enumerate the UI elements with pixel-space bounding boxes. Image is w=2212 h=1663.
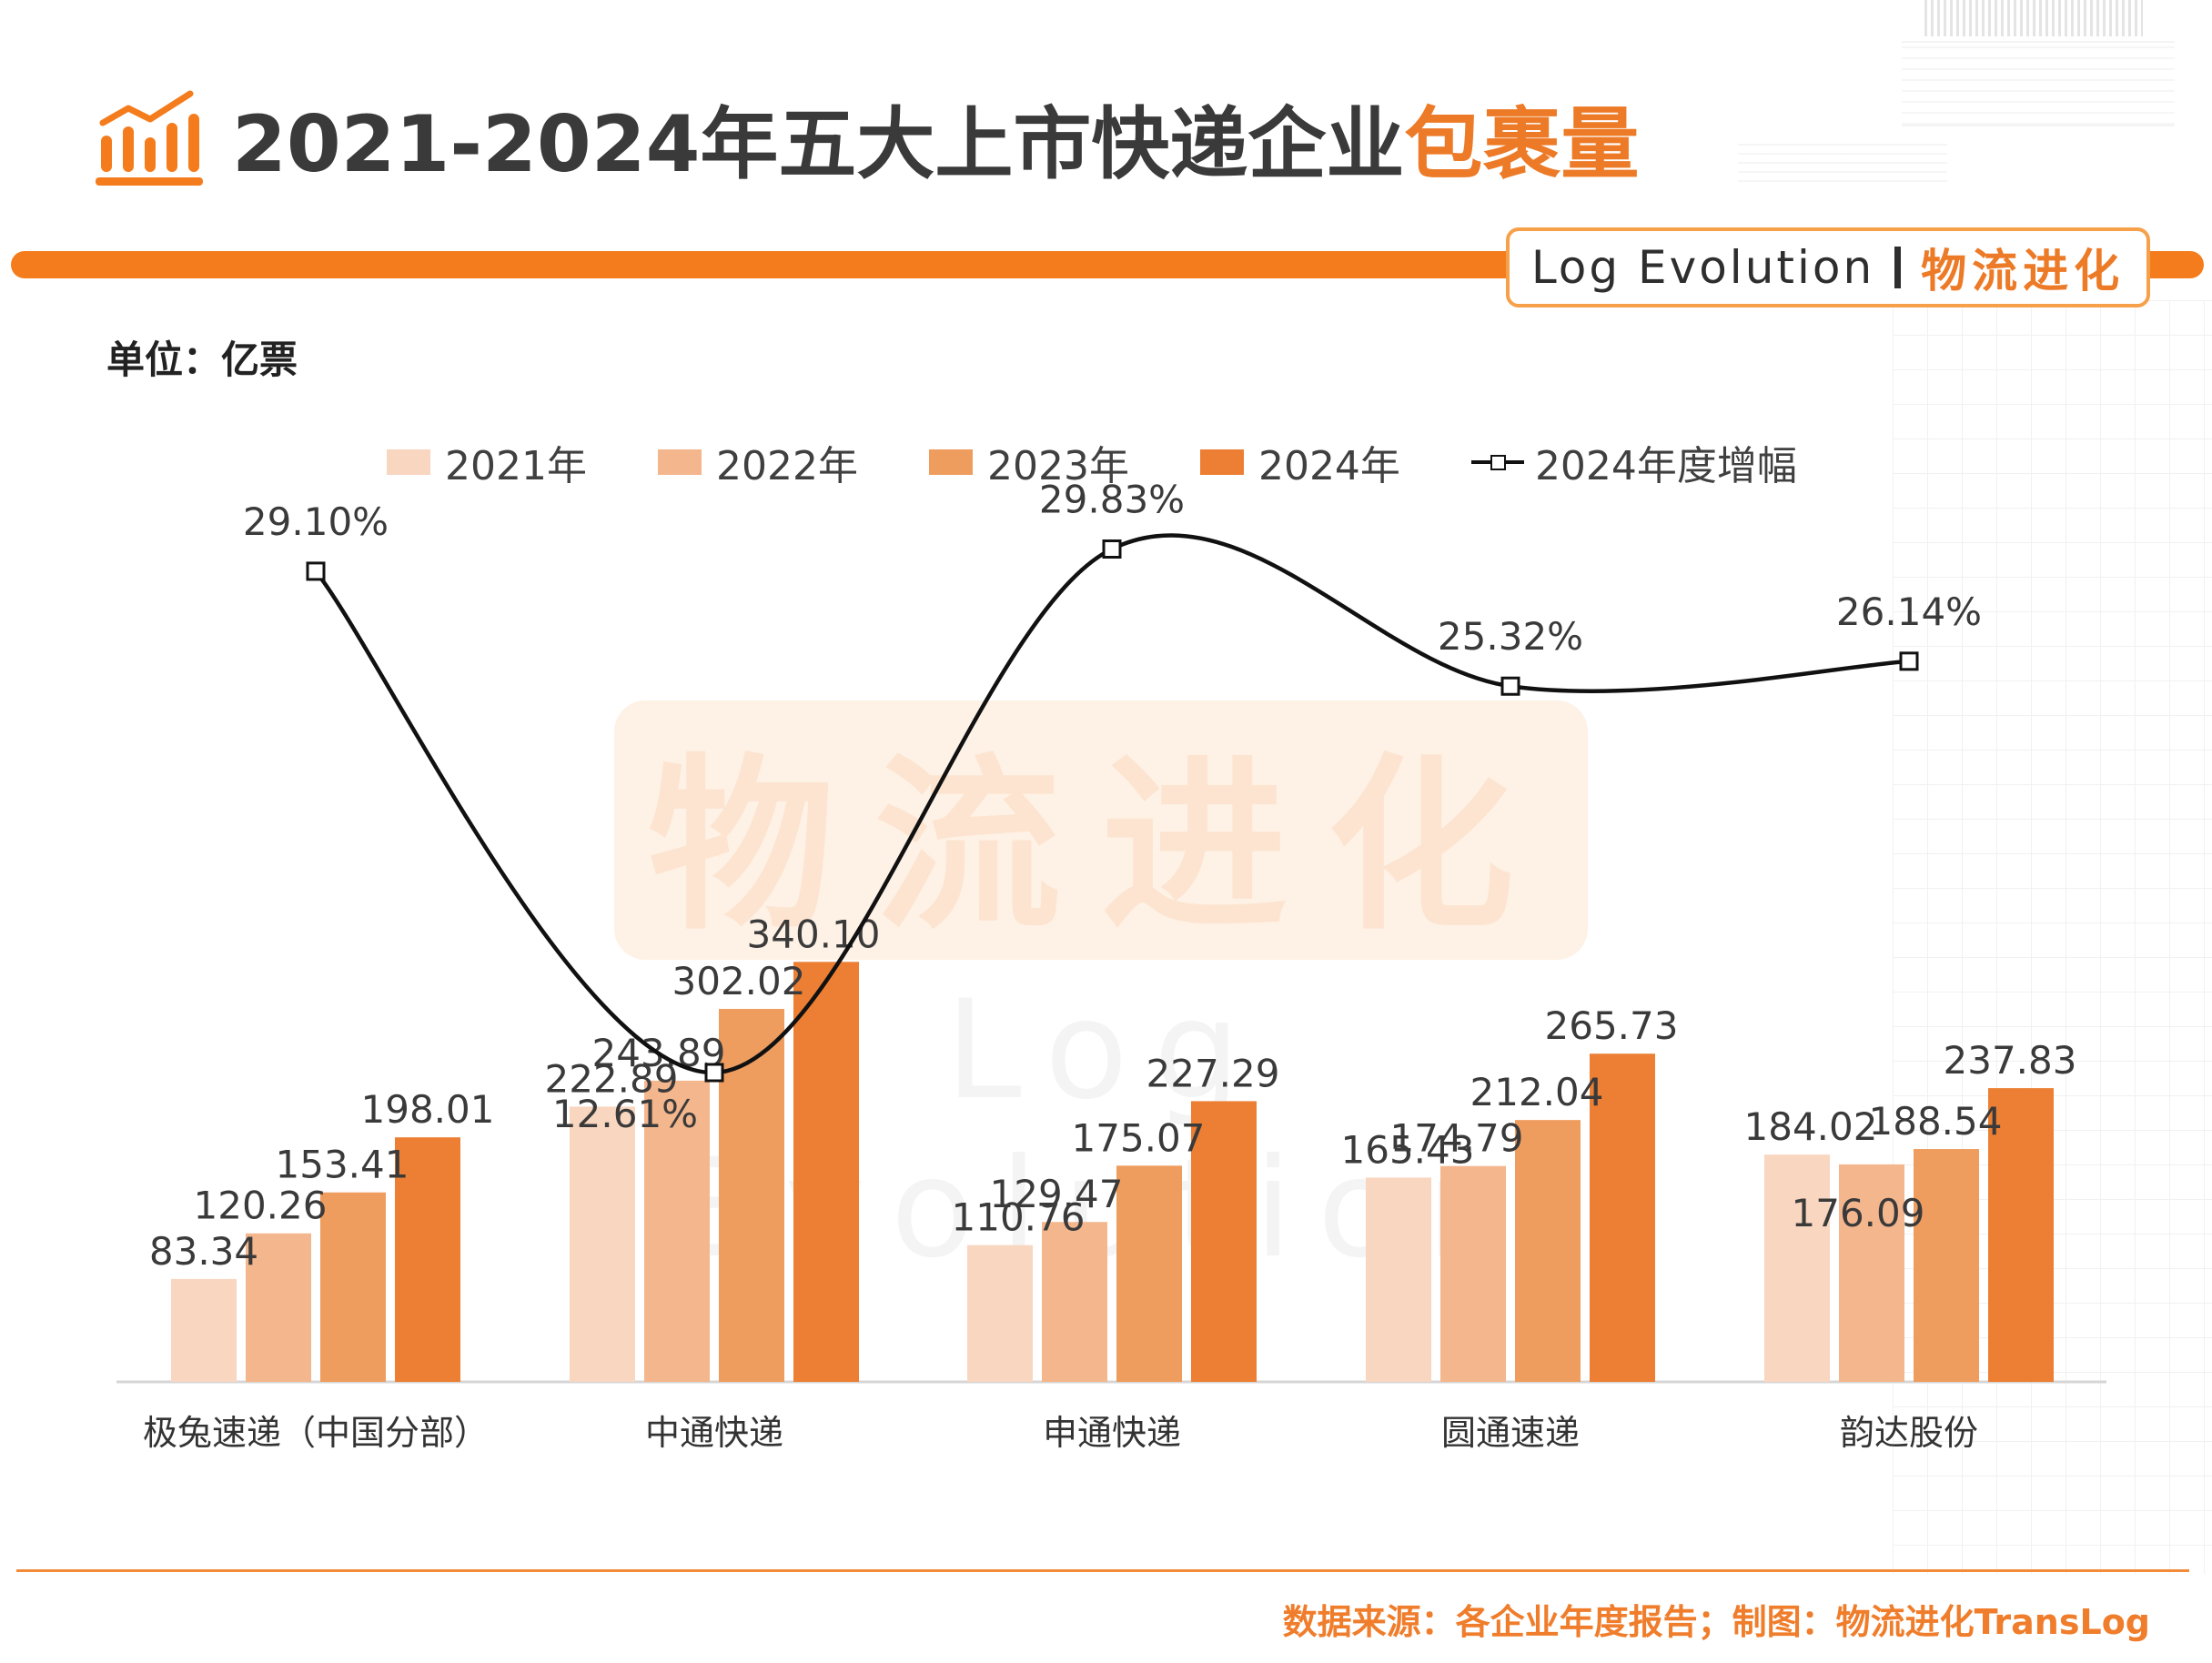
bar-value-label: 174.79 bbox=[1390, 1116, 1524, 1161]
page-title: 2021-2024年五大上市快递企业包裹量 bbox=[232, 95, 1639, 195]
bar-2023年-1 bbox=[719, 1008, 784, 1382]
growth-label: 25.32% bbox=[1438, 614, 1583, 659]
bar-2023年-3 bbox=[1515, 1120, 1581, 1382]
bar-2022年-0 bbox=[246, 1233, 311, 1382]
legend-item-2023: 2023年 bbox=[928, 433, 1129, 491]
legend-label-2024: 2024年 bbox=[1258, 443, 1400, 489]
brand-separator bbox=[1894, 247, 1902, 288]
bar-2022年-1 bbox=[644, 1080, 710, 1382]
legend-item-2024: 2024年 bbox=[1199, 433, 1400, 491]
bar-2024年-1 bbox=[793, 962, 859, 1382]
category-label: 圆通速递 bbox=[1441, 1413, 1580, 1453]
title-main: 2021-2024年五大上市快递企业 bbox=[232, 99, 1405, 190]
bar-value-label: 198.01 bbox=[361, 1087, 495, 1132]
bar-2023年-4 bbox=[1914, 1149, 1979, 1382]
growth-marker bbox=[704, 1063, 724, 1083]
legend-label-2021: 2021年 bbox=[445, 443, 587, 489]
legend-item-2021: 2021年 bbox=[387, 433, 587, 491]
bar-value-label: 227.29 bbox=[1146, 1051, 1280, 1095]
source-note: 数据来源：各企业年度报告；制图：物流进化TransLog bbox=[1282, 1602, 2150, 1642]
bar-value-label: 129.47 bbox=[990, 1172, 1124, 1216]
bar-value-label: 83.34 bbox=[149, 1229, 258, 1274]
bar-value-label: 175.07 bbox=[1072, 1115, 1206, 1160]
category-label: 中通快递 bbox=[645, 1413, 783, 1453]
bar-value-label: 176.09 bbox=[1792, 1191, 1925, 1235]
bar-2022年-3 bbox=[1440, 1165, 1506, 1382]
brand-cn: 物流进化 bbox=[1921, 245, 2126, 297]
category-label: 申通快递 bbox=[1043, 1413, 1181, 1453]
bar-2023年-2 bbox=[1116, 1165, 1182, 1382]
bar-2021年-4 bbox=[1764, 1154, 1830, 1382]
growth-line bbox=[314, 533, 1910, 1075]
unit-label: 单位：亿票 bbox=[106, 338, 298, 382]
bar-2022年-4 bbox=[1839, 1164, 1904, 1382]
shipping-label-decoration-small bbox=[1738, 136, 1947, 182]
footer-divider bbox=[16, 1569, 2189, 1572]
bar-value-label: 212.04 bbox=[1470, 1070, 1604, 1114]
bar-2024年-2 bbox=[1191, 1101, 1257, 1382]
brand-en: Log Evolution bbox=[1530, 241, 1875, 294]
growth-label: 12.61% bbox=[552, 1092, 698, 1136]
bar-2024年-4 bbox=[1988, 1088, 2054, 1382]
barcode-decoration bbox=[1924, 0, 2143, 36]
bar-value-label: 265.73 bbox=[1545, 1003, 1679, 1048]
legend-swatch-2022 bbox=[657, 449, 702, 475]
bar-value-label: 237.83 bbox=[1944, 1038, 2077, 1083]
brand-logo: Log Evolution 物流进化 bbox=[1506, 227, 2150, 307]
growth-marker bbox=[1899, 651, 1919, 671]
growth-marker bbox=[1500, 676, 1520, 696]
bar-2021年-3 bbox=[1366, 1177, 1431, 1382]
bar-value-label: 153.41 bbox=[276, 1143, 409, 1187]
category-label: 极兔速递（中国分部） bbox=[143, 1413, 489, 1453]
bar-2021年-0 bbox=[171, 1278, 237, 1382]
bar-2024年-0 bbox=[395, 1137, 460, 1382]
legend-line-marker bbox=[1470, 449, 1524, 475]
bar-2023年-0 bbox=[320, 1192, 386, 1382]
bar-value-label: 165.43 bbox=[1341, 1127, 1475, 1172]
legend-item-growth: 2024年度增幅 bbox=[1470, 433, 1797, 491]
bar-value-label: 340.10 bbox=[747, 912, 881, 956]
legend-label-growth: 2024年度增幅 bbox=[1534, 443, 1797, 489]
bar-value-label: 110.76 bbox=[952, 1195, 1086, 1240]
legend-item-2022: 2022年 bbox=[657, 433, 858, 491]
chart-legend: 2021年 2022年 2023年 2024年 2024年度增幅 bbox=[387, 435, 1868, 489]
category-label: 韵达股份 bbox=[1840, 1413, 1978, 1453]
shipping-label-decoration bbox=[1902, 41, 2175, 126]
growth-marker bbox=[1102, 539, 1122, 559]
legend-label-2022: 2022年 bbox=[715, 443, 858, 489]
legend-swatch-2023 bbox=[928, 449, 973, 475]
growth-label: 29.10% bbox=[243, 499, 389, 544]
bar-value-label: 120.26 bbox=[194, 1184, 328, 1228]
growth-marker bbox=[306, 561, 326, 581]
bar-2021年-2 bbox=[967, 1245, 1033, 1382]
growth-label: 29.83% bbox=[1039, 478, 1185, 522]
bar-value-label: 222.89 bbox=[545, 1056, 679, 1101]
legend-label-2023: 2023年 bbox=[986, 443, 1129, 489]
bar-value-label: 302.02 bbox=[672, 959, 806, 1003]
growth-label: 26.14% bbox=[1836, 590, 1982, 634]
bar-value-label: 184.02 bbox=[1744, 1104, 1878, 1149]
title-highlight: 包裹量 bbox=[1404, 99, 1640, 190]
legend-swatch-2021 bbox=[387, 449, 430, 475]
legend-swatch-2024 bbox=[1199, 449, 1244, 475]
bar-chart-icon bbox=[96, 90, 203, 186]
bar-value-label: 188.54 bbox=[1869, 1099, 2003, 1144]
bar-2021年-1 bbox=[570, 1106, 635, 1382]
watermark-cn: 物流进化 bbox=[614, 700, 1588, 960]
bar-2022年-2 bbox=[1042, 1222, 1107, 1382]
bar-2024年-3 bbox=[1590, 1053, 1655, 1382]
